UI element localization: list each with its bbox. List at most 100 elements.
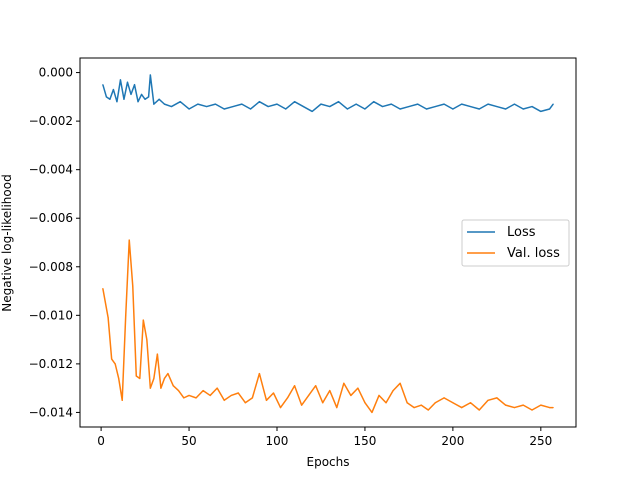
data-point-loss <box>188 108 190 110</box>
data-point-loss <box>461 103 463 105</box>
data-point-val-loss <box>153 377 155 380</box>
data-point-val-loss <box>230 394 232 397</box>
y-axis-title: Negative log-likelihood <box>0 174 14 311</box>
data-point-loss <box>513 103 516 105</box>
data-point-val-loss <box>505 404 507 406</box>
data-point-loss <box>137 101 139 103</box>
data-point-loss <box>522 108 524 110</box>
data-point-val-loss <box>301 404 303 406</box>
data-point-val-loss <box>329 389 331 392</box>
data-point-val-loss <box>135 375 137 377</box>
data-point-loss <box>478 108 480 110</box>
data-point-loss <box>112 88 115 91</box>
data-point-loss <box>179 101 181 103</box>
data-point-val-loss <box>286 397 289 399</box>
data-point-val-loss <box>434 402 436 404</box>
data-point-loss <box>505 108 507 110</box>
data-point-val-loss <box>293 385 296 387</box>
data-point-val-loss <box>427 409 429 411</box>
data-point-loss <box>147 96 150 98</box>
data-point-loss <box>549 108 551 110</box>
data-point-val-loss <box>378 394 380 397</box>
data-point-val-loss <box>336 406 338 409</box>
data-point-loss <box>408 105 410 108</box>
data-point-val-loss <box>315 385 317 387</box>
data-point-val-loss <box>406 402 408 404</box>
data-point-val-loss <box>343 382 345 384</box>
data-point-loss <box>144 98 146 100</box>
data-point-val-loss <box>350 394 352 397</box>
data-point-loss <box>487 103 489 105</box>
data-point-loss <box>434 105 436 108</box>
data-point-val-loss <box>371 411 373 414</box>
data-point-loss <box>206 105 208 108</box>
data-point-val-loss <box>172 385 174 387</box>
data-point-val-loss <box>209 394 211 397</box>
data-point-val-loss <box>128 239 130 241</box>
data-point-loss <box>381 105 384 108</box>
data-point-val-loss <box>146 339 148 341</box>
x-tick-label: 250 <box>529 434 552 448</box>
data-point-val-loss <box>531 409 533 411</box>
data-point-val-loss <box>223 399 225 401</box>
y-tick-label: −0.014 <box>29 405 73 419</box>
data-point-val-loss <box>513 406 516 409</box>
data-point-loss <box>116 101 118 103</box>
data-point-val-loss <box>237 392 239 394</box>
legend-label-loss: Loss <box>507 225 536 240</box>
data-point-val-loss <box>522 404 524 406</box>
data-point-val-loss <box>125 314 127 316</box>
data-point-val-loss <box>469 402 472 404</box>
data-point-val-loss <box>308 394 310 397</box>
data-point-loss <box>443 103 445 105</box>
data-point-loss <box>417 103 419 105</box>
data-point-val-loss <box>149 387 151 389</box>
x-axis-title: Epochs <box>307 455 350 469</box>
data-point-val-loss <box>279 406 282 409</box>
data-point-loss <box>223 108 225 110</box>
data-point-loss <box>302 105 304 108</box>
data-point-loss <box>337 101 340 103</box>
data-point-loss <box>390 103 392 105</box>
data-point-val-loss <box>139 377 141 380</box>
y-tick-label: −0.004 <box>29 163 73 177</box>
data-point-loss <box>540 110 542 113</box>
data-point-loss <box>140 93 143 96</box>
data-point-val-loss <box>121 399 123 401</box>
data-point-val-loss <box>202 389 204 392</box>
y-tick-label: −0.006 <box>29 211 73 225</box>
data-point-val-loss <box>322 402 324 404</box>
data-point-val-loss <box>478 409 480 411</box>
x-tick-label: 200 <box>441 434 464 448</box>
legend-label-val-loss: Val. loss <box>507 246 560 261</box>
data-point-val-loss <box>142 319 144 321</box>
data-point-loss <box>102 84 104 86</box>
data-point-loss <box>425 108 428 110</box>
data-point-loss <box>109 98 111 100</box>
data-point-loss <box>241 103 243 105</box>
data-point-loss <box>214 103 217 105</box>
data-point-loss <box>293 101 296 103</box>
data-point-loss <box>158 98 160 100</box>
data-point-val-loss <box>251 397 253 399</box>
data-point-val-loss <box>114 363 116 365</box>
data-point-val-loss <box>385 402 387 404</box>
data-point-loss <box>276 103 278 105</box>
data-point-val-loss <box>487 399 489 401</box>
data-point-val-loss <box>183 397 185 399</box>
data-point-loss <box>329 105 331 108</box>
data-point-loss <box>133 84 136 86</box>
data-point-val-loss <box>118 377 120 380</box>
data-point-val-loss <box>420 404 422 406</box>
data-point-val-loss <box>132 285 134 287</box>
data-point-loss <box>364 108 366 110</box>
y-tick-label: −0.002 <box>29 114 73 128</box>
data-point-loss <box>119 79 122 81</box>
data-point-loss <box>149 74 151 76</box>
data-point-loss <box>258 101 261 103</box>
data-point-val-loss <box>102 288 104 290</box>
data-point-loss <box>250 108 252 110</box>
data-point-val-loss <box>111 358 113 360</box>
x-tick-label: 100 <box>266 434 289 448</box>
